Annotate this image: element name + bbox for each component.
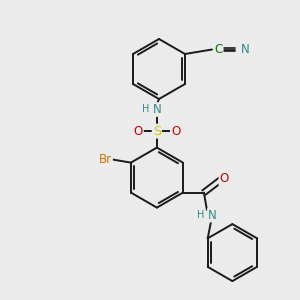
Text: S: S xyxy=(153,124,161,138)
Text: O: O xyxy=(171,124,180,138)
Text: N: N xyxy=(152,103,161,116)
Text: C: C xyxy=(214,43,223,56)
Text: N: N xyxy=(241,43,249,56)
Text: O: O xyxy=(219,172,229,185)
Text: N: N xyxy=(208,208,217,222)
Text: Br: Br xyxy=(99,153,112,166)
Text: O: O xyxy=(134,124,143,138)
Text: H: H xyxy=(142,104,150,115)
Text: H: H xyxy=(197,210,205,220)
